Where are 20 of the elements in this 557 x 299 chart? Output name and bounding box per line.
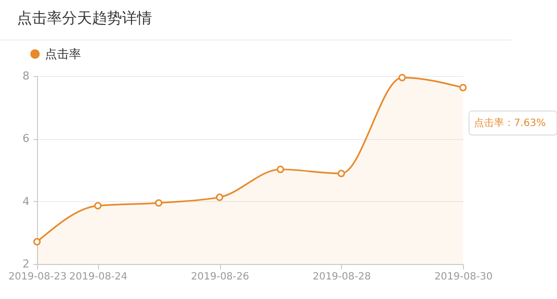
text: 点击率：7.63% (474, 117, 546, 129)
point (338, 170, 345, 178)
point (276, 166, 284, 174)
y-tick-label: 2 (22, 258, 30, 270)
point (398, 74, 406, 82)
point (33, 238, 41, 246)
point (216, 194, 224, 201)
x-tick-label: 2019-08-26 (191, 272, 250, 282)
x-tick-label: 2019-08-30 (434, 272, 493, 282)
y-tick-label: 4 (22, 194, 30, 208)
x-tick-label: 2019-08-23 (8, 272, 67, 282)
point (155, 199, 162, 207)
x-tick-label: 2019-08-24 (69, 272, 128, 282)
x-tick-label: 2019-08-28 (312, 272, 371, 282)
y-tick-label: 6 (22, 132, 30, 146)
y-tick-label: 8 (22, 70, 30, 82)
chart-title: 点击率分天趋势详情 (17, 9, 152, 27)
point (459, 84, 467, 92)
point (94, 202, 102, 210)
legend-label: 点击率 (45, 47, 81, 61)
